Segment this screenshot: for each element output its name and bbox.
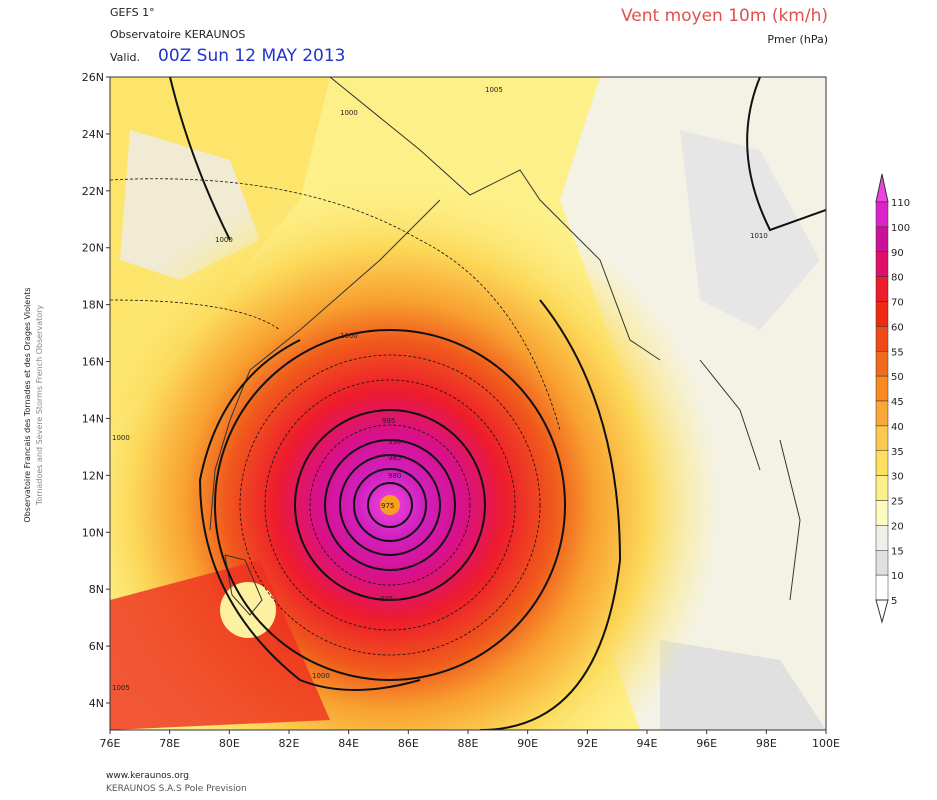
isobar-label: 1000 xyxy=(340,332,358,340)
lon-label: 94E xyxy=(637,737,658,750)
colorbar-top xyxy=(875,173,889,203)
map-field xyxy=(110,77,826,730)
lat-label: 20N xyxy=(82,242,104,255)
colorbar-label: 50 xyxy=(891,372,904,383)
isobar-label: 1000 xyxy=(340,109,358,117)
lat-label: 12N xyxy=(82,469,104,482)
lat-label: 18N xyxy=(82,299,104,312)
lat-label: 8N xyxy=(89,583,104,596)
lat-label: 6N xyxy=(89,640,104,653)
lat-label: 22N xyxy=(82,185,104,198)
map-title: Vent moyen 10m (km/h) xyxy=(621,6,828,26)
map-subtitle: Pmer (hPa) xyxy=(767,33,828,46)
lon-label: 78E xyxy=(159,737,180,750)
colorbar-label: 60 xyxy=(891,322,904,333)
colorbar-band xyxy=(875,550,889,576)
colorbar-band xyxy=(875,400,889,427)
colorbar-band xyxy=(875,351,889,377)
lat-label: 16N xyxy=(82,356,104,369)
colorbar: 110 100 90 80 70 60 55 50 45 40 35 30 25 20 15 10 5 xyxy=(875,173,910,624)
lat-label: 26N xyxy=(82,71,104,84)
lon-label: 88E xyxy=(458,737,479,750)
lon-label: 90E xyxy=(517,737,538,750)
colorbar-band xyxy=(875,450,889,476)
model: GEFS 1° xyxy=(110,6,155,19)
isobar-label: 975 xyxy=(381,502,394,510)
colorbar-band xyxy=(875,425,889,451)
colorbar-band xyxy=(875,326,889,352)
colorbar-label: 45 xyxy=(891,397,904,408)
colorbar-band xyxy=(875,375,889,402)
colorbar-label: 100 xyxy=(891,223,910,234)
isobar-label: 995 xyxy=(380,595,393,603)
source: Observatoire KERAUNOS xyxy=(110,28,245,41)
colorbar-label: 5 xyxy=(891,596,897,607)
isobar-label: 1000 xyxy=(215,236,233,244)
colorbar-band xyxy=(875,276,889,302)
colorbar-band xyxy=(875,500,889,526)
lon-label: 86E xyxy=(398,737,419,750)
colorbar-label: 40 xyxy=(891,422,904,433)
colorbar-band xyxy=(875,251,889,277)
lon-label: 84E xyxy=(338,737,359,750)
colorbar-label: 80 xyxy=(891,273,904,284)
isobar-label: 1005 xyxy=(485,86,503,94)
isobar-label: 980 xyxy=(388,472,401,480)
colorbar-band xyxy=(875,475,889,501)
isobar-label: 1005 xyxy=(112,684,130,692)
isobar-label: 1000 xyxy=(312,672,330,680)
colorbar-label: 10 xyxy=(891,571,904,582)
colorbar-band xyxy=(875,226,889,252)
colorbar-label: 55 xyxy=(891,347,904,358)
lon-label: 92E xyxy=(577,737,598,750)
side-text: Tornadoes and Severe Storms French Obser… xyxy=(35,305,44,507)
isobar-label: 985 xyxy=(388,454,401,462)
lat-label: 10N xyxy=(82,526,104,539)
lon-label: 82E xyxy=(279,737,300,750)
isobar-label: 995 xyxy=(382,417,395,425)
colorbar-band xyxy=(875,574,889,601)
lon-label: 100E xyxy=(812,737,840,750)
colorbar-label: 90 xyxy=(891,248,904,259)
colorbar-label: 35 xyxy=(891,447,904,458)
colorbar-label: 20 xyxy=(891,521,904,532)
lon-label: 76E xyxy=(100,737,121,750)
lon-label: 80E xyxy=(219,737,240,750)
footer-link: www.keraunos.org xyxy=(106,771,189,781)
colorbar-bottom xyxy=(875,599,889,624)
lat-label: 4N xyxy=(89,697,104,710)
side-text: Observatoire Francais des Tornades et de… xyxy=(23,287,32,522)
colorbar-band xyxy=(875,301,889,327)
colorbar-band xyxy=(875,201,889,228)
isobar-label: 1000 xyxy=(112,434,130,442)
colorbar-band xyxy=(875,525,889,551)
colorbar-label: 15 xyxy=(891,546,904,557)
valid-time: 00Z Sun 12 MAY 2013 xyxy=(158,46,346,66)
colorbar-label: 70 xyxy=(891,298,904,309)
isobar-label: 1010 xyxy=(750,232,768,240)
lat-label: 24N xyxy=(82,128,104,141)
lon-label: 96E xyxy=(696,737,717,750)
colorbar-label: 110 xyxy=(891,198,910,209)
isobar-label: 990 xyxy=(388,438,401,446)
lon-label: 98E xyxy=(756,737,777,750)
valid-label: Valid. xyxy=(110,51,140,64)
isobar-labels: 1000 1005 1000 1000 1010 1000 995 990 98… xyxy=(112,86,768,692)
footer-company: KERAUNOS S.A.S Pole Prevision xyxy=(106,784,247,794)
colorbar-label: 30 xyxy=(891,472,904,483)
colorbar-label: 25 xyxy=(891,497,904,508)
lat-label: 14N xyxy=(82,412,104,425)
axes: 26N 24N 22N 20N 18N 16N 14N 12N 10N 8N 6N 4N 76E 78E 8… xyxy=(82,71,840,750)
